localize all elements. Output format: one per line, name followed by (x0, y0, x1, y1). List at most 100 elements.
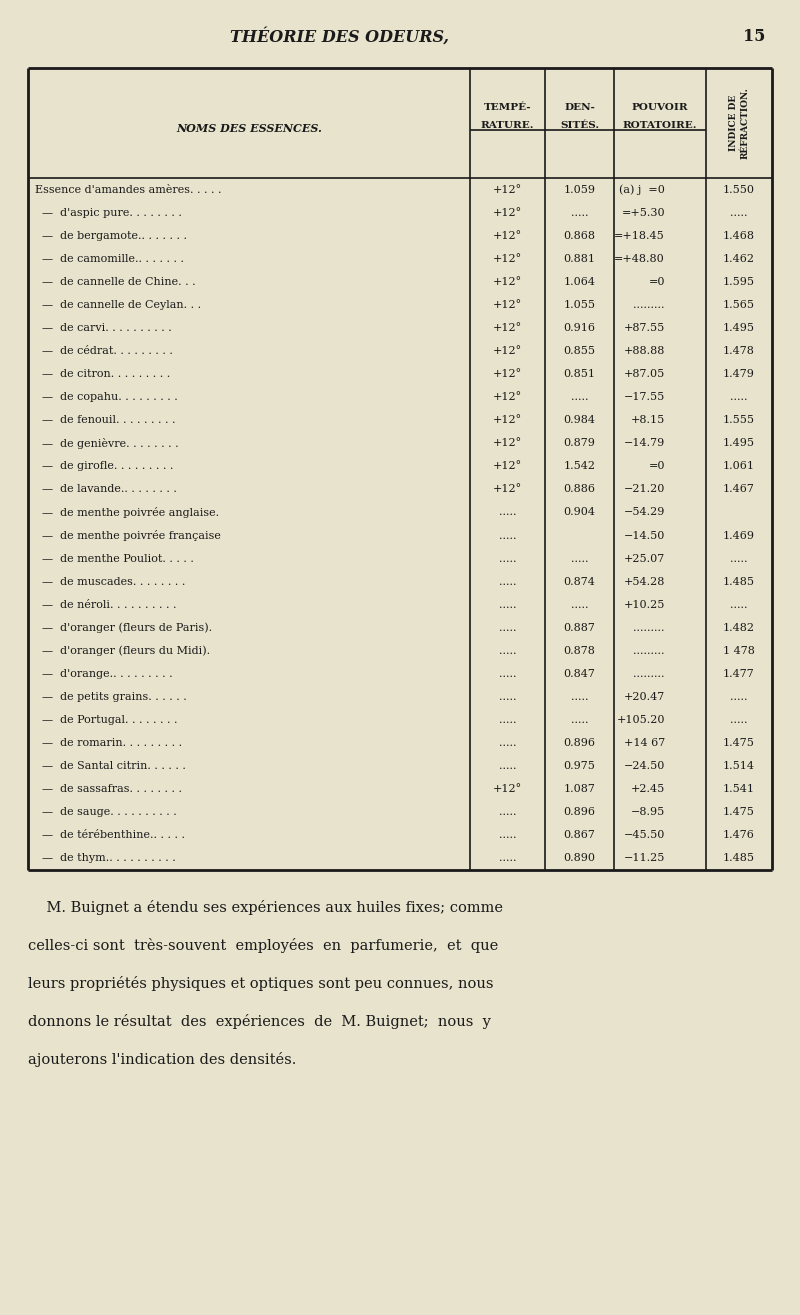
Text: —  de citron. . . . . . . . .: — de citron. . . . . . . . . (35, 370, 170, 379)
Text: .....: ..... (730, 692, 748, 702)
Text: +12°: +12° (493, 254, 522, 264)
Text: +87.55: +87.55 (624, 323, 665, 333)
Text: 0.904: 0.904 (563, 508, 595, 518)
Text: .....: ..... (498, 853, 516, 864)
Text: =+18.45: =+18.45 (614, 230, 665, 241)
Text: 1.087: 1.087 (563, 784, 595, 794)
Text: 1.055: 1.055 (563, 300, 595, 310)
Text: —  de cannelle de Chine. . .: — de cannelle de Chine. . . (35, 276, 196, 287)
Text: =+5.30: =+5.30 (622, 208, 665, 217)
Text: —  de thym.. . . . . . . . . .: — de thym.. . . . . . . . . . (35, 853, 176, 864)
Text: .....: ..... (498, 508, 516, 518)
Text: +12°: +12° (493, 462, 522, 471)
Text: donnons le résultat  des  expériences  de  M. Buignet;  nous  y: donnons le résultat des expériences de M… (28, 1014, 491, 1030)
Text: 0.855: 0.855 (563, 346, 595, 356)
Text: SITÉS.: SITÉS. (560, 121, 599, 129)
Text: 1.514: 1.514 (723, 761, 755, 771)
Text: +12°: +12° (493, 208, 522, 217)
Text: 1.479: 1.479 (723, 370, 755, 379)
Text: 0.867: 0.867 (563, 830, 595, 840)
Text: +12°: +12° (493, 484, 522, 494)
Text: —  de fenouil. . . . . . . . .: — de fenouil. . . . . . . . . (35, 416, 175, 425)
Text: .........: ......... (634, 646, 665, 656)
Text: +8.15: +8.15 (630, 416, 665, 425)
Text: celles-ci sont  très-souvent  employées  en  parfumerie,  et  que: celles-ci sont très-souvent employées en… (28, 938, 498, 953)
Text: +12°: +12° (493, 416, 522, 425)
Text: —  de romarin. . . . . . . . .: — de romarin. . . . . . . . . (35, 738, 182, 748)
Text: 1.477: 1.477 (723, 669, 755, 679)
Text: —  de cannelle de Ceylan. . .: — de cannelle de Ceylan. . . (35, 300, 201, 310)
Text: Essence d'amandes amères. . . . .: Essence d'amandes amères. . . . . (35, 184, 222, 195)
Text: 1.061: 1.061 (723, 462, 755, 471)
Text: 1.541: 1.541 (723, 784, 755, 794)
Text: .....: ..... (498, 692, 516, 702)
Text: 1.478: 1.478 (723, 346, 755, 356)
Text: .....: ..... (570, 692, 588, 702)
Text: (a) j  =0: (a) j =0 (619, 184, 665, 195)
Text: —  de petits grains. . . . . .: — de petits grains. . . . . . (35, 692, 186, 702)
Text: 1.495: 1.495 (723, 323, 755, 333)
Text: 0.851: 0.851 (563, 370, 595, 379)
Text: +12°: +12° (493, 230, 522, 241)
Text: .....: ..... (570, 600, 588, 610)
Text: −11.25: −11.25 (624, 853, 665, 864)
Text: —  de Santal citrin. . . . . .: — de Santal citrin. . . . . . (35, 761, 186, 771)
Text: 0.916: 0.916 (563, 323, 595, 333)
Text: NOMS DES ESSENCES.: NOMS DES ESSENCES. (176, 122, 322, 134)
Text: .....: ..... (498, 600, 516, 610)
Text: leurs propriétés physiques et optiques sont peu connues, nous: leurs propriétés physiques et optiques s… (28, 976, 494, 992)
Text: 0.975: 0.975 (563, 761, 595, 771)
Text: 1.462: 1.462 (723, 254, 755, 264)
Text: −17.55: −17.55 (624, 392, 665, 402)
Text: —  de muscades. . . . . . . .: — de muscades. . . . . . . . (35, 577, 186, 586)
Text: 1.475: 1.475 (723, 807, 755, 818)
Text: 1.595: 1.595 (723, 276, 755, 287)
Text: 0.887: 0.887 (563, 623, 595, 633)
Text: =0: =0 (649, 462, 665, 471)
Text: 1.059: 1.059 (563, 184, 595, 195)
Text: 0.886: 0.886 (563, 484, 595, 494)
Text: —  de menthe Pouliot. . . . .: — de menthe Pouliot. . . . . (35, 554, 194, 564)
Text: —  de térébenthine.. . . . .: — de térébenthine.. . . . . (35, 830, 185, 840)
Text: THÉORIE DES ODEURS,: THÉORIE DES ODEURS, (230, 28, 450, 46)
Text: 1.064: 1.064 (563, 276, 595, 287)
Text: −45.50: −45.50 (624, 830, 665, 840)
Text: —  de menthe poivrée anglaise.: — de menthe poivrée anglaise. (35, 508, 219, 518)
Text: +10.25: +10.25 (624, 600, 665, 610)
Text: .....: ..... (498, 738, 516, 748)
Text: DEN-: DEN- (564, 103, 595, 112)
Text: 1.485: 1.485 (723, 577, 755, 586)
Text: .....: ..... (730, 392, 748, 402)
Text: .....: ..... (730, 208, 748, 217)
Text: 1.469: 1.469 (723, 530, 755, 540)
Text: —  de carvi. . . . . . . . . .: — de carvi. . . . . . . . . . (35, 323, 172, 333)
Text: 1 478: 1 478 (723, 646, 755, 656)
Text: .....: ..... (498, 554, 516, 564)
Text: —  de cédrat. . . . . . . . .: — de cédrat. . . . . . . . . (35, 346, 173, 356)
Text: +12°: +12° (493, 346, 522, 356)
Text: INDICE DE
RÉFRACTION.: INDICE DE RÉFRACTION. (729, 87, 750, 159)
Text: .....: ..... (730, 554, 748, 564)
Text: —  de lavande.. . . . . . . .: — de lavande.. . . . . . . . (35, 484, 177, 494)
Text: —  de sassafras. . . . . . . .: — de sassafras. . . . . . . . (35, 784, 182, 794)
Text: 1.485: 1.485 (723, 853, 755, 864)
Text: .....: ..... (498, 761, 516, 771)
Text: +20.47: +20.47 (624, 692, 665, 702)
Text: +2.45: +2.45 (630, 784, 665, 794)
Text: 0.879: 0.879 (563, 438, 595, 448)
Text: 1.550: 1.550 (723, 184, 755, 195)
Text: +12°: +12° (493, 370, 522, 379)
Text: .....: ..... (498, 669, 516, 679)
Text: 1.495: 1.495 (723, 438, 755, 448)
Text: 0.896: 0.896 (563, 738, 595, 748)
Text: .....: ..... (730, 600, 748, 610)
Text: +105.20: +105.20 (617, 715, 665, 725)
Text: +14 67: +14 67 (624, 738, 665, 748)
Text: .....: ..... (498, 530, 516, 540)
Text: .....: ..... (570, 208, 588, 217)
Text: =0: =0 (649, 276, 665, 287)
Text: 1.476: 1.476 (723, 830, 755, 840)
Text: 0.881: 0.881 (563, 254, 595, 264)
Text: .....: ..... (498, 577, 516, 586)
Text: —  d'aspic pure. . . . . . . .: — d'aspic pure. . . . . . . . (35, 208, 182, 217)
